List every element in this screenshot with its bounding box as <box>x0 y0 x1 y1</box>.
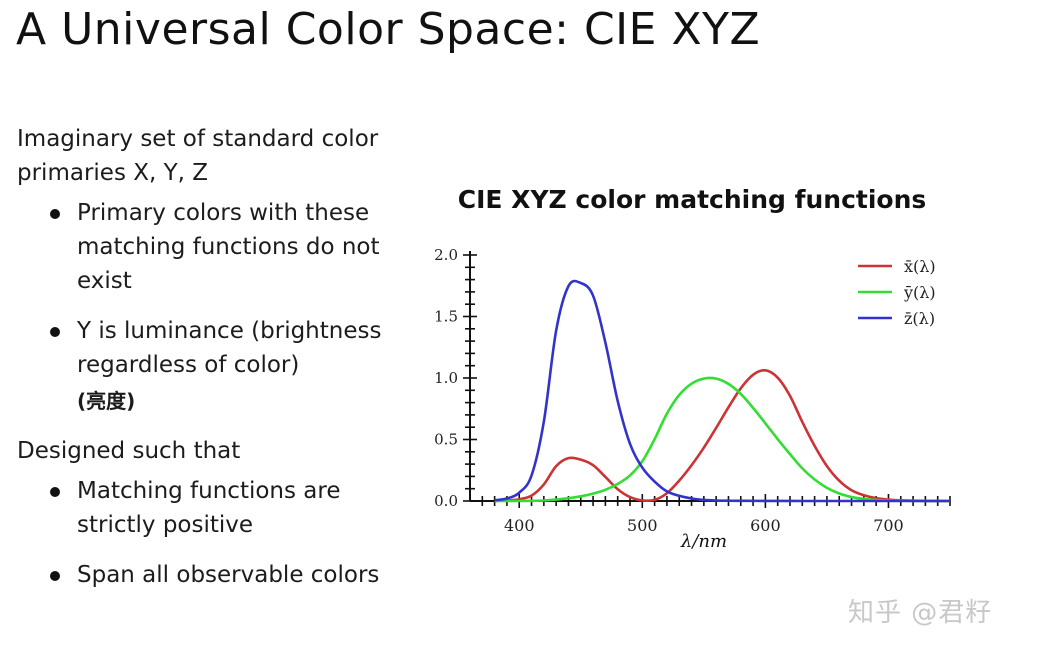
slide-title: A Universal Color Space: CIE XYZ <box>16 4 761 55</box>
bullet-list-design: Matching functions are strictly positive… <box>17 474 407 592</box>
list-item: Primary colors with these matching funct… <box>50 196 407 298</box>
chart-legend: x̄(λ) ȳ(λ) z̄(λ) <box>858 257 936 328</box>
list-item: Span all observable colors <box>50 558 407 592</box>
y-tick-label: 1.5 <box>434 308 458 326</box>
chart-axes: 400 500 600 700 0.0 0.5 1.0 1.5 2.0 <box>434 246 951 535</box>
section-heading: Designed such that <box>17 438 241 464</box>
y-tick-label: 2.0 <box>434 246 458 264</box>
x-axis-label: λ/nm <box>680 531 727 552</box>
x-tick-label: 700 <box>873 516 904 535</box>
series-line <box>494 279 950 503</box>
bullet-text: Primary colors with these matching funct… <box>77 200 380 294</box>
x-tick-label: 500 <box>627 516 658 535</box>
series-line <box>494 376 951 503</box>
cmf-figure: CIE XYZ color matching functions λ/nm 40… <box>420 170 980 590</box>
slide-body: Imaginary set of standard color primarie… <box>17 122 407 608</box>
x-tick-label: 400 <box>504 516 535 535</box>
list-item: Y is luminance (brightness regardless of… <box>50 314 407 418</box>
cmf-chart: CIE XYZ color matching functions λ/nm 40… <box>434 185 951 552</box>
bullet-text: Span all observable colors <box>77 562 380 588</box>
bullet-text: Matching functions are strictly positive <box>77 478 341 538</box>
legend-label: ȳ(λ) <box>903 283 936 302</box>
series-line <box>494 368 951 503</box>
bullet-list-primaries: Primary colors with these matching funct… <box>17 196 407 418</box>
list-item: Matching functions are strictly positive <box>50 474 407 542</box>
legend-label: x̄(λ) <box>904 257 936 276</box>
bullet-text: Y is luminance (brightness regardless of… <box>77 318 382 378</box>
watermark: 知乎 @君籽 <box>848 598 993 628</box>
chart-series <box>494 279 951 503</box>
legend-label: z̄(λ) <box>904 309 935 328</box>
bullet-annotation: (亮度) <box>77 389 136 413</box>
intro-paragraph: Imaginary set of standard color primarie… <box>17 126 379 186</box>
y-tick-label: 0.0 <box>434 492 458 510</box>
chart-title: CIE XYZ color matching functions <box>458 185 927 214</box>
y-tick-label: 1.0 <box>434 369 458 387</box>
y-tick-label: 0.5 <box>434 431 458 449</box>
x-tick-label: 600 <box>750 516 781 535</box>
